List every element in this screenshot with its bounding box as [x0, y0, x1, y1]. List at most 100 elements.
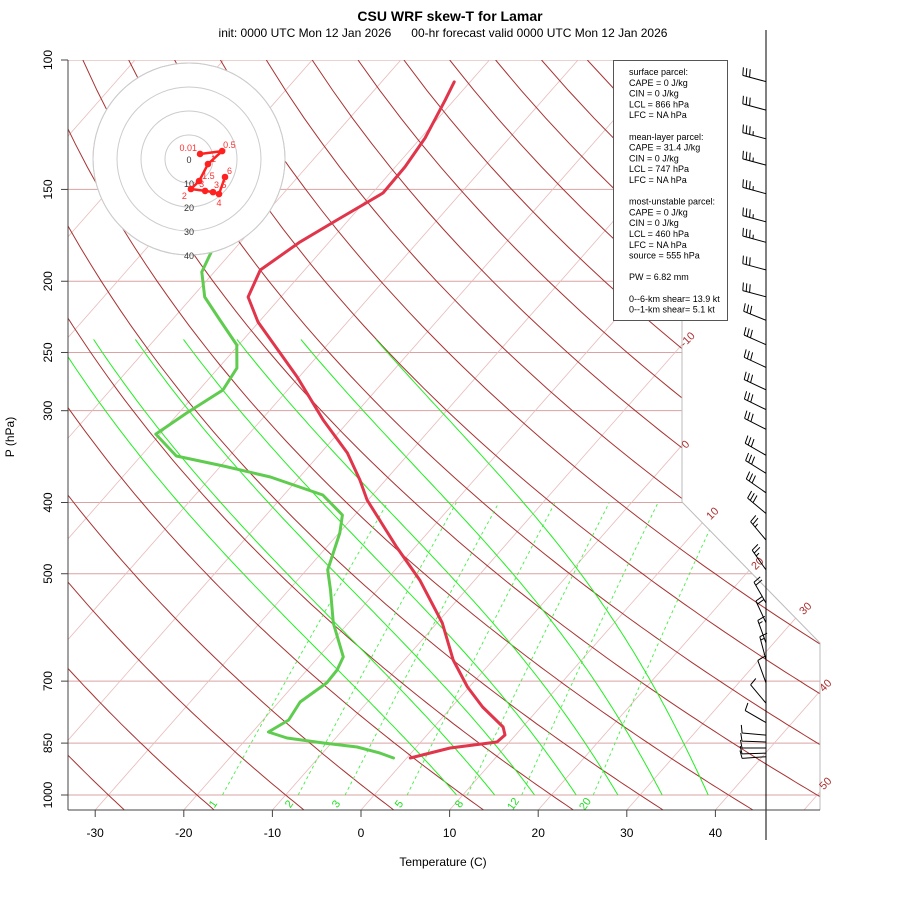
mixing-ratio-label: 12: [505, 796, 522, 813]
x-tick-label: -20: [175, 826, 193, 840]
hodograph-point-label: 3.5: [214, 180, 227, 190]
wind-barb: [742, 282, 767, 298]
hodograph-point: [218, 147, 226, 155]
y-tick-label: 400: [41, 492, 55, 512]
hodograph-point-label: 3: [199, 179, 204, 189]
y-tick-label: 850: [41, 733, 55, 753]
isotherm-line: [68, 60, 490, 810]
hodograph-point-label: 1.5: [202, 171, 215, 181]
wind-barb: [755, 595, 767, 624]
wind-barb: [742, 150, 767, 166]
hodograph-ring-label: 40: [184, 251, 194, 261]
hodograph-ring-label: 30: [184, 227, 194, 237]
plot-right-boundary: [681, 320, 821, 810]
isotherm-line: [537, 60, 820, 810]
isotherm-label: 30: [797, 600, 814, 617]
hodograph-point: [209, 188, 217, 196]
info-line: surface parcel:: [629, 67, 688, 77]
info-line: mean-layer parcel:: [629, 132, 704, 142]
dry-adiabat-line: [724, 60, 820, 810]
hodograph-point-label: 6: [227, 166, 232, 176]
wind-barb: [745, 452, 767, 474]
info-line: most-unstable parcel:: [629, 197, 715, 207]
mixing-ratio-line: [592, 502, 723, 796]
y-axis-label: P (hPa): [3, 417, 17, 457]
mixing-ratio-label: 3: [330, 798, 343, 810]
moist-adiabat-line: [236, 339, 619, 796]
wind-barb: [744, 410, 767, 430]
dry-adiabat-line: [128, 60, 820, 810]
hodograph-point-label: 4: [216, 198, 221, 208]
y-tick-label: 700: [41, 671, 55, 691]
wind-barb: [743, 391, 767, 411]
dry-adiabat-line: [357, 60, 820, 810]
mixing-ratio-label: 5: [393, 798, 406, 810]
info-line: CIN = 0 J/kg: [629, 218, 679, 228]
info-line: LCL = 747 hPa: [629, 164, 689, 174]
info-line: LFC = NA hPa: [629, 110, 687, 120]
dry-adiabat-line: [68, 60, 126, 810]
temperature-trace: [246, 80, 507, 760]
hodograph-ring: [116, 86, 262, 232]
info-line: PW = 6.82 mm: [629, 272, 689, 282]
wind-barb: [742, 67, 767, 83]
wind-barb: [744, 702, 767, 724]
wind-barb: [742, 179, 767, 195]
isotherm-label: 10: [704, 505, 721, 522]
x-axis-label: Temperature (C): [399, 855, 486, 869]
moist-adiabat-line: [300, 339, 663, 796]
isotherm-line: [68, 60, 667, 810]
info-line: LFC = NA hPa: [629, 240, 687, 250]
wind-barb: [740, 739, 766, 749]
hodograph-point-label: 0.5: [223, 140, 236, 150]
wind-barb: [742, 255, 767, 271]
moist-adiabat-line: [68, 339, 457, 796]
x-tick-label: 20: [532, 826, 546, 840]
dry-adiabat-line: [68, 60, 575, 810]
isotherm-line: [68, 60, 579, 810]
hodograph-point: [204, 160, 212, 168]
isotherm-label: -10: [678, 330, 698, 350]
dry-adiabat-line: [265, 60, 820, 810]
wind-barb: [743, 349, 767, 368]
wind-barb: [743, 326, 767, 346]
wind-barb: [757, 615, 767, 644]
hodograph-ring: [140, 110, 238, 208]
moist-adiabats: [68, 339, 709, 796]
moist-adiabat-line: [134, 339, 535, 796]
info-line: CIN = 0 J/kg: [629, 89, 679, 99]
dry-adiabat-line: [174, 60, 820, 810]
chart-title: CSU WRF skew-T for Lamar: [357, 8, 543, 24]
hodograph-point-label: 0.01: [180, 143, 198, 153]
wind-barb: [747, 490, 767, 514]
hodograph-ring-label: 0: [186, 155, 191, 165]
y-tick-label: 100: [41, 50, 55, 70]
dry-adiabat-line: [311, 60, 820, 810]
hodograph-ring-label: 20: [184, 203, 194, 213]
wind-barb: [739, 745, 767, 755]
background-lines: [68, 60, 820, 810]
wind-barb: [751, 544, 767, 571]
mixing-ratio-label: 1: [207, 798, 220, 810]
wind-barb: [753, 576, 767, 604]
hodograph-ring-label: 10: [184, 179, 194, 189]
chart-subtitle: init: 0000 UTC Mon 12 Jan 2026 00-hr for…: [219, 26, 668, 40]
hodograph-point: [196, 150, 204, 158]
dry-adiabat-line: [68, 60, 665, 810]
isotherm-line: [272, 60, 820, 810]
mixing-ratio-label: 2: [283, 798, 296, 810]
dry-adiabat-line: [82, 60, 820, 810]
hodograph-point: [195, 177, 203, 185]
hodograph-ring: [92, 62, 286, 256]
hodograph-point: [187, 185, 195, 193]
wind-barb: [759, 632, 768, 661]
hodograph-point-label: 1: [211, 154, 216, 164]
dry-adiabat-line: [68, 60, 306, 810]
info-line: CAPE = 31.4 J/kg: [629, 143, 700, 153]
y-tick-label: 500: [41, 563, 55, 583]
moist-adiabat-line: [183, 339, 577, 796]
wind-barb: [743, 371, 767, 391]
x-tick-label: -30: [87, 826, 105, 840]
info-line: CAPE = 0 J/kg: [629, 78, 688, 88]
